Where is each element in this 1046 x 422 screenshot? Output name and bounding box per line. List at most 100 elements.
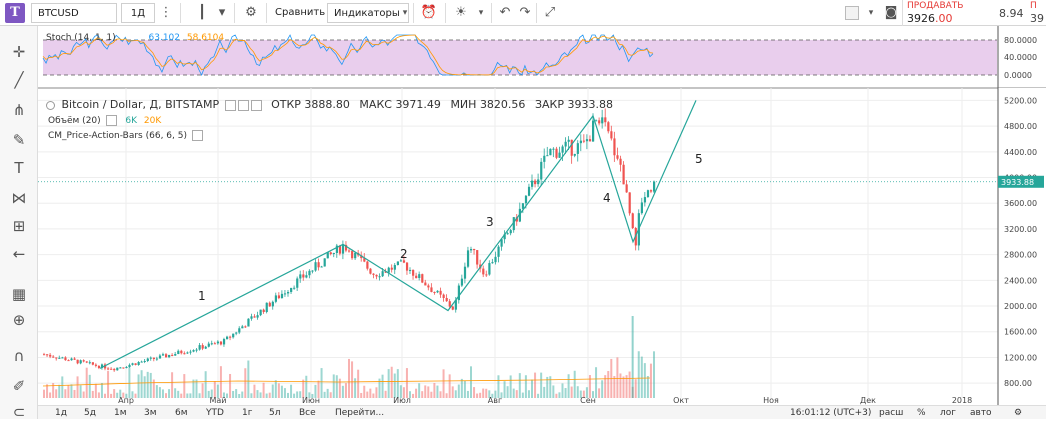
gear-icon[interactable]: ⚙ bbox=[245, 5, 257, 20]
toolbar: T BTCUSD 1Д ⋮ ┃ ▾ ⚙ Сравнить Индикаторы … bbox=[0, 0, 1046, 26]
volume-bar bbox=[357, 369, 360, 398]
settings-button[interactable] bbox=[237, 99, 249, 111]
trendline-icon[interactable]: ╱ bbox=[14, 71, 24, 89]
volume-bar bbox=[588, 375, 591, 398]
undo-icon[interactable]: ↶ bbox=[499, 5, 511, 20]
volume-bar bbox=[235, 389, 238, 398]
range-all[interactable]: Все bbox=[299, 408, 316, 418]
candle-body bbox=[534, 180, 537, 185]
auto-toggle[interactable]: авто bbox=[970, 408, 992, 418]
candle-body bbox=[49, 354, 52, 357]
price-tick: 1200.00 bbox=[1004, 353, 1037, 362]
candle-body bbox=[247, 318, 250, 327]
crosshair-icon[interactable]: ✛ bbox=[12, 43, 26, 61]
range-3m[interactable]: 3м bbox=[144, 408, 157, 418]
close-button[interactable] bbox=[250, 99, 262, 111]
alert-icon[interactable]: ⏰ bbox=[420, 5, 438, 20]
compare-button[interactable]: Сравнить bbox=[275, 7, 326, 18]
symbol-search-input[interactable]: BTCUSD bbox=[31, 3, 117, 23]
arrow-left-icon[interactable]: ← bbox=[12, 245, 26, 263]
candle-body bbox=[491, 262, 494, 264]
candle-body bbox=[219, 341, 223, 345]
brush-icon[interactable]: ✎ bbox=[12, 131, 26, 149]
range-6m[interactable]: 6м bbox=[175, 408, 188, 418]
volume-bar bbox=[146, 371, 149, 398]
range-1m[interactable]: 1м bbox=[114, 408, 127, 418]
volume-bar bbox=[73, 389, 76, 398]
volume-bar bbox=[360, 392, 363, 398]
interval-select[interactable]: 1Д bbox=[121, 3, 155, 23]
candle-body bbox=[73, 358, 76, 360]
extended-hours-toggle[interactable]: расш bbox=[879, 408, 904, 418]
pitchfork-icon[interactable]: ⋔ bbox=[12, 101, 26, 119]
bulb-icon[interactable]: ☀ bbox=[455, 5, 467, 20]
hide-button[interactable] bbox=[224, 99, 236, 111]
camera-icon[interactable]: ◙ bbox=[884, 5, 898, 20]
candle-body bbox=[424, 282, 427, 286]
pattern-icon[interactable]: ⋈ bbox=[11, 189, 27, 207]
layout-icon[interactable] bbox=[845, 6, 859, 20]
volume-legend: Объём (20) 6K 20K bbox=[48, 115, 162, 126]
chevron-down-icon[interactable]: ▾ bbox=[478, 8, 484, 18]
candle-body bbox=[607, 122, 610, 132]
volume-bar bbox=[582, 390, 585, 398]
volume-bar bbox=[402, 387, 405, 398]
volume-bar bbox=[646, 376, 649, 398]
fullscreen-icon[interactable]: ⤢ bbox=[544, 5, 556, 20]
chevron-down-icon[interactable]: ▾ bbox=[402, 8, 408, 18]
range-1d[interactable]: 1д bbox=[55, 408, 67, 418]
volume-bar bbox=[326, 388, 329, 398]
measure-icon[interactable]: ⊞ bbox=[12, 217, 26, 235]
volume-bar bbox=[238, 393, 241, 398]
candle-body bbox=[405, 262, 409, 271]
range-5d[interactable]: 5д bbox=[84, 408, 96, 418]
candles-icon[interactable]: ┃ bbox=[198, 5, 206, 20]
more-vertical-icon[interactable]: ⋮ bbox=[159, 5, 173, 20]
candle-body bbox=[457, 285, 460, 301]
open-value: 3888.80 bbox=[304, 98, 350, 111]
indicators-button[interactable]: Индикаторы bbox=[327, 3, 409, 23]
volume-bar bbox=[363, 385, 366, 398]
candle-body bbox=[549, 148, 552, 156]
goto-date-button[interactable]: Перейти... bbox=[335, 408, 385, 418]
volume-bar bbox=[649, 363, 652, 398]
volume-bar bbox=[43, 389, 45, 398]
tradingview-logo[interactable]: T bbox=[5, 3, 25, 23]
pencil-lock-icon[interactable]: ✐ bbox=[12, 377, 26, 395]
candle-body bbox=[222, 339, 226, 345]
clock-label[interactable]: 16:01:12 (UTC+3) bbox=[790, 408, 872, 418]
cm-settings-button[interactable] bbox=[191, 130, 203, 141]
redo-icon[interactable]: ↷ bbox=[519, 5, 531, 20]
candle-body bbox=[100, 364, 104, 368]
lock-icon[interactable]: ⊂ bbox=[12, 403, 26, 421]
volume-bar bbox=[595, 367, 598, 398]
candle-body bbox=[168, 354, 171, 358]
log-toggle[interactable]: лог bbox=[940, 408, 956, 418]
sell-panel[interactable]: ПРОДАВАТЬ 3926.00 bbox=[902, 0, 991, 26]
volume-bar bbox=[500, 392, 503, 398]
zoom-icon[interactable]: ⊕ bbox=[12, 311, 26, 329]
candle-body bbox=[396, 261, 399, 266]
range-5y[interactable]: 5л bbox=[269, 408, 281, 418]
candle-body bbox=[134, 363, 137, 365]
volume-bar bbox=[378, 378, 381, 398]
magnet-icon[interactable]: ∩ bbox=[13, 347, 25, 365]
chevron-down-icon[interactable]: ▾ bbox=[868, 8, 874, 18]
percent-toggle[interactable]: % bbox=[917, 408, 926, 418]
candle-body bbox=[201, 345, 204, 349]
range-1y[interactable]: 1г bbox=[242, 408, 253, 418]
range-ytd[interactable]: YTD bbox=[206, 408, 224, 418]
candle-body bbox=[601, 117, 604, 124]
ruler-icon[interactable]: ▦ bbox=[11, 285, 27, 303]
settings-gear-icon[interactable]: ⚙ bbox=[1014, 408, 1023, 418]
text-icon[interactable]: T bbox=[14, 159, 24, 177]
candle-body bbox=[643, 197, 647, 203]
price-tick: 5200.00 bbox=[1004, 96, 1037, 105]
volume-settings-button[interactable] bbox=[105, 115, 117, 126]
candle-body bbox=[131, 363, 134, 365]
volume-bar bbox=[546, 376, 549, 398]
current-price-label bbox=[998, 175, 1044, 188]
chevron-down-icon[interactable]: ▾ bbox=[218, 5, 226, 20]
